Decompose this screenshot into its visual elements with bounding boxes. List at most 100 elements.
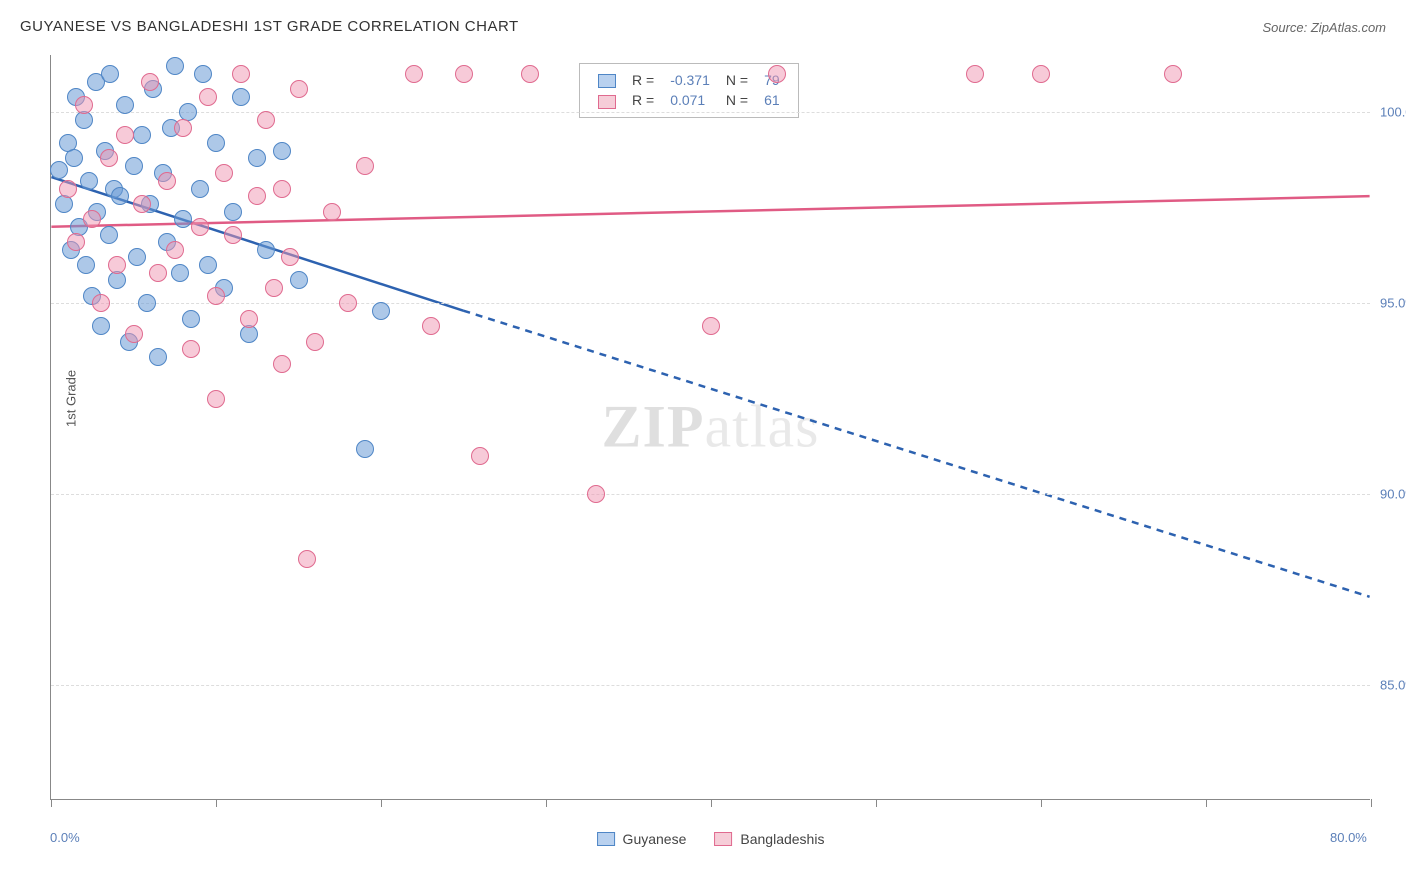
data-point: [298, 550, 316, 568]
data-point: [149, 348, 167, 366]
data-point: [306, 333, 324, 351]
data-point: [75, 96, 93, 114]
trend-lines: [51, 55, 1370, 799]
data-point: [55, 195, 73, 213]
data-point: [116, 126, 134, 144]
x-tick: [876, 799, 877, 807]
data-point: [207, 134, 225, 152]
scatter-plot: 1st Grade ZIPatlas R =-0.371N =79R =0.07…: [50, 55, 1370, 800]
y-tick-label: 85.0%: [1372, 678, 1406, 693]
data-point: [111, 187, 129, 205]
data-point: [521, 65, 539, 83]
data-point: [174, 210, 192, 228]
data-point: [281, 248, 299, 266]
data-point: [194, 65, 212, 83]
data-point: [273, 142, 291, 160]
y-tick-label: 100.0%: [1372, 105, 1406, 120]
series-legend: Guyanese Bangladeshis: [597, 831, 825, 847]
data-point: [50, 161, 68, 179]
x-axis-min-label: 0.0%: [50, 830, 80, 845]
data-point: [290, 80, 308, 98]
data-point: [339, 294, 357, 312]
legend-row: R =0.071N =61: [590, 90, 788, 110]
data-point: [257, 111, 275, 129]
data-point: [182, 340, 200, 358]
x-tick: [1041, 799, 1042, 807]
data-point: [405, 65, 423, 83]
data-point: [455, 65, 473, 83]
data-point: [101, 65, 119, 83]
data-point: [471, 447, 489, 465]
gridline: [51, 303, 1370, 304]
data-point: [191, 180, 209, 198]
y-tick-label: 90.0%: [1372, 487, 1406, 502]
data-point: [1032, 65, 1050, 83]
data-point: [191, 218, 209, 236]
data-point: [108, 256, 126, 274]
data-point: [224, 203, 242, 221]
data-point: [125, 157, 143, 175]
data-point: [768, 65, 786, 83]
gridline: [51, 494, 1370, 495]
data-point: [65, 149, 83, 167]
data-point: [232, 88, 250, 106]
data-point: [125, 325, 143, 343]
data-point: [232, 65, 250, 83]
x-axis-max-label: 80.0%: [1330, 830, 1367, 845]
data-point: [133, 126, 151, 144]
data-point: [100, 226, 118, 244]
data-point: [257, 241, 275, 259]
y-tick-label: 95.0%: [1372, 296, 1406, 311]
data-point: [356, 157, 374, 175]
data-point: [67, 233, 85, 251]
data-point: [92, 294, 110, 312]
source-attribution: Source: ZipAtlas.com: [1262, 20, 1386, 35]
data-point: [273, 180, 291, 198]
data-point: [171, 264, 189, 282]
data-point: [702, 317, 720, 335]
gridline: [51, 112, 1370, 113]
data-point: [356, 440, 374, 458]
data-point: [141, 73, 159, 91]
data-point: [100, 149, 118, 167]
data-point: [248, 187, 266, 205]
data-point: [116, 96, 134, 114]
data-point: [372, 302, 390, 320]
data-point: [80, 172, 98, 190]
data-point: [77, 256, 95, 274]
data-point: [59, 180, 77, 198]
data-point: [207, 390, 225, 408]
data-point: [1164, 65, 1182, 83]
data-point: [149, 264, 167, 282]
x-tick: [711, 799, 712, 807]
data-point: [207, 287, 225, 305]
x-tick: [1371, 799, 1372, 807]
x-tick: [546, 799, 547, 807]
data-point: [248, 149, 266, 167]
data-point: [166, 57, 184, 75]
x-tick: [51, 799, 52, 807]
legend-row: R =-0.371N =79: [590, 70, 788, 90]
gridline: [51, 685, 1370, 686]
x-tick: [381, 799, 382, 807]
legend-item: Guyanese: [597, 831, 687, 847]
data-point: [199, 256, 217, 274]
data-point: [587, 485, 605, 503]
data-point: [290, 271, 308, 289]
data-point: [174, 119, 192, 137]
data-point: [966, 65, 984, 83]
legend-item: Bangladeshis: [714, 831, 824, 847]
data-point: [422, 317, 440, 335]
data-point: [215, 164, 233, 182]
data-point: [128, 248, 146, 266]
data-point: [273, 355, 291, 373]
stats-legend: R =-0.371N =79R =0.071N =61: [579, 63, 799, 118]
data-point: [138, 294, 156, 312]
data-point: [133, 195, 151, 213]
data-point: [199, 88, 217, 106]
data-point: [166, 241, 184, 259]
x-tick: [1206, 799, 1207, 807]
x-tick: [216, 799, 217, 807]
chart-title: GUYANESE VS BANGLADESHI 1ST GRADE CORREL…: [20, 18, 519, 35]
data-point: [92, 317, 110, 335]
